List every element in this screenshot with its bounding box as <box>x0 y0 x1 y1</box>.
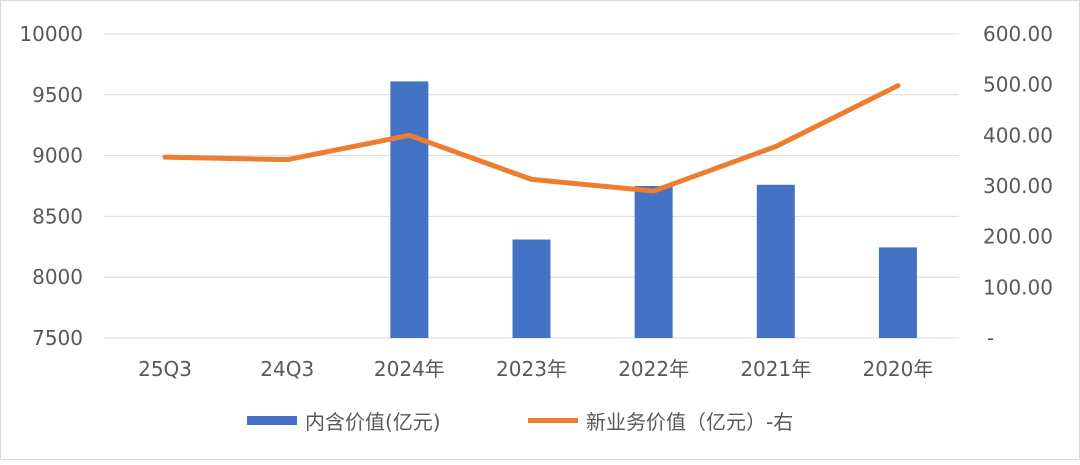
bar <box>513 240 551 338</box>
legend: 内含价值(亿元) 新业务价值（亿元）-右 <box>247 410 793 434</box>
line-path <box>165 86 898 191</box>
left-tick-label: 10000 <box>19 22 83 46</box>
left-tick-label: 8500 <box>32 204 83 228</box>
x-tick-label: 24Q3 <box>260 357 314 381</box>
bar <box>390 81 428 338</box>
legend-line-label: 新业务价值（亿元）-右 <box>586 410 793 434</box>
legend-bar-swatch <box>247 416 297 425</box>
right-axis: - 100.00 200.00 300.00 400.00 500.00 600.00 <box>983 22 1053 350</box>
right-tick-label: 300.00 <box>983 174 1053 198</box>
left-tick-label: 7500 <box>32 326 83 350</box>
x-tick-label: 2021年 <box>740 357 811 381</box>
legend-bar-label: 内含价值(亿元) <box>305 410 441 434</box>
bar <box>879 247 917 338</box>
right-tick-label: 600.00 <box>983 22 1053 46</box>
left-tick-label: 9000 <box>32 144 83 168</box>
bar-series <box>390 81 917 338</box>
bar <box>635 186 673 338</box>
x-axis: 25Q3 24Q3 2024年 2023年 2022年 2021年 2020年 <box>138 357 933 381</box>
x-tick-label: 2022年 <box>618 357 689 381</box>
left-tick-label: 8000 <box>32 265 83 289</box>
left-tick-label: 9500 <box>32 83 83 107</box>
right-tick-label: 100.00 <box>983 275 1053 299</box>
line-series <box>165 86 898 192</box>
x-tick-label: 2023年 <box>496 357 567 381</box>
bar <box>757 185 795 338</box>
right-tick-label: 400.00 <box>983 123 1053 147</box>
x-tick-label: 2020年 <box>862 357 933 381</box>
x-tick-label: 25Q3 <box>138 357 192 381</box>
left-axis: 7500 8000 8500 9000 9500 10000 <box>19 22 83 350</box>
right-tick-label: 500.00 <box>983 73 1053 97</box>
right-tick-label: - <box>987 326 994 350</box>
right-tick-label: 200.00 <box>983 225 1053 249</box>
x-tick-label: 2024年 <box>374 357 445 381</box>
